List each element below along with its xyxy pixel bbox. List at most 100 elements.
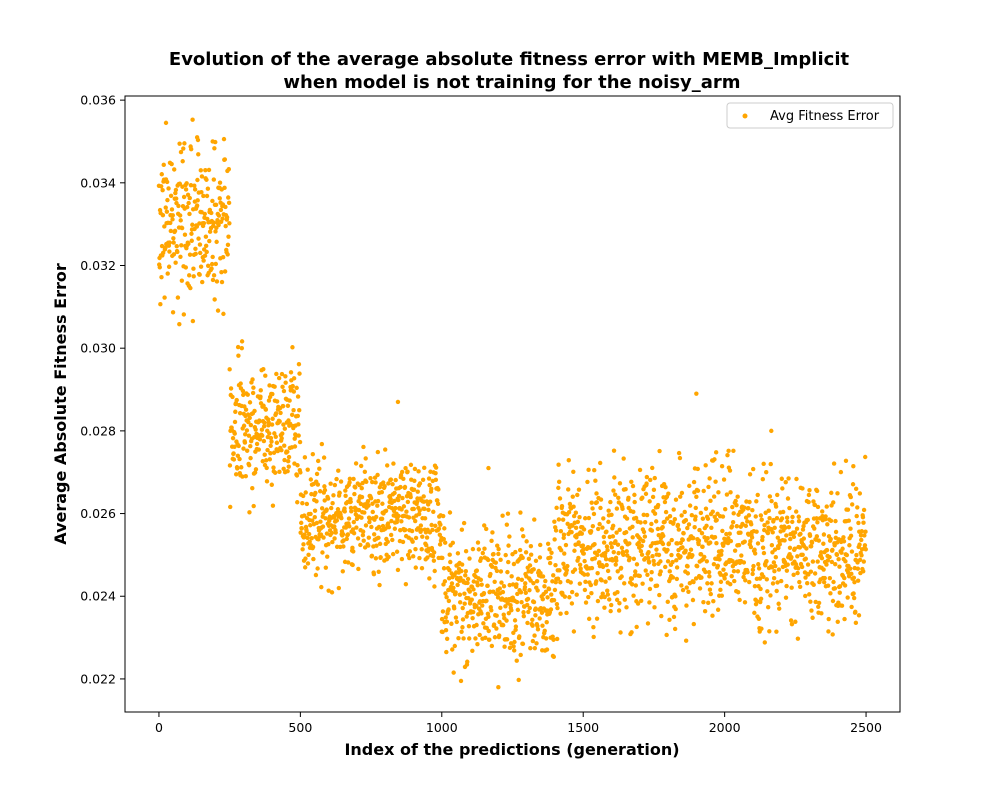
- data-point: [514, 582, 519, 587]
- data-point: [430, 527, 435, 533]
- data-point: [438, 522, 443, 527]
- data-point: [721, 477, 727, 482]
- data-point: [577, 514, 582, 520]
- data-point: [492, 579, 497, 584]
- data-point: [820, 514, 825, 519]
- data-point: [749, 522, 754, 527]
- data-point: [635, 601, 641, 606]
- data-point: [757, 576, 763, 581]
- data-point: [644, 474, 650, 480]
- data-point: [691, 579, 696, 585]
- data-point: [157, 265, 162, 270]
- data-point: [294, 473, 300, 478]
- data-point: [639, 598, 644, 603]
- data-point: [296, 361, 302, 367]
- data-point: [403, 466, 408, 471]
- data-point: [765, 530, 771, 536]
- data-point: [588, 582, 594, 588]
- data-point: [281, 466, 286, 472]
- data-point: [273, 434, 278, 439]
- data-point: [190, 318, 196, 324]
- data-point: [230, 435, 236, 441]
- data-point: [633, 583, 639, 588]
- data-point: [484, 526, 489, 532]
- data-point: [413, 546, 418, 552]
- data-point: [396, 493, 402, 499]
- data-point: [179, 243, 184, 248]
- data-point: [474, 603, 479, 609]
- data-point: [226, 195, 231, 200]
- data-point: [791, 534, 797, 540]
- data-point: [852, 579, 857, 585]
- data-point: [614, 506, 620, 511]
- data-point: [779, 578, 784, 584]
- plot-frame: [124, 95, 901, 713]
- data-point: [265, 447, 270, 453]
- data-point: [404, 509, 409, 514]
- data-point: [737, 597, 742, 603]
- data-point: [230, 394, 235, 400]
- data-point: [167, 240, 172, 245]
- data-point: [566, 510, 572, 515]
- data-point: [519, 600, 524, 605]
- data-point: [806, 492, 812, 498]
- data-point: [814, 488, 820, 494]
- data-point: [187, 252, 193, 257]
- data-point: [348, 505, 354, 511]
- data-point: [568, 580, 573, 585]
- data-point: [285, 403, 291, 409]
- data-point: [403, 527, 408, 533]
- data-point: [522, 584, 528, 590]
- data-point: [759, 626, 764, 631]
- data-point: [669, 537, 674, 543]
- data-point: [173, 260, 178, 265]
- data-point: [518, 510, 523, 515]
- data-point: [382, 484, 387, 489]
- data-point: [565, 563, 570, 569]
- data-point: [831, 461, 837, 466]
- data-point: [756, 616, 762, 622]
- data-point: [545, 595, 550, 600]
- data-point: [616, 550, 621, 556]
- data-point: [535, 588, 540, 593]
- data-point: [272, 384, 277, 389]
- data-point: [547, 547, 552, 552]
- data-point: [424, 535, 430, 540]
- data-point: [363, 456, 368, 461]
- data-point: [713, 450, 719, 455]
- data-point: [554, 601, 560, 607]
- data-point: [715, 607, 721, 612]
- data-point: [513, 624, 519, 629]
- data-point: [511, 561, 517, 567]
- data-point: [808, 599, 813, 604]
- data-point: [605, 592, 611, 597]
- data-point: [183, 265, 189, 270]
- data-point: [474, 568, 480, 573]
- data-point: [459, 568, 464, 574]
- data-point: [202, 211, 207, 217]
- data-point: [504, 522, 510, 527]
- data-point: [618, 565, 624, 571]
- data-point: [500, 513, 505, 518]
- data-point: [648, 477, 653, 483]
- data-point: [665, 559, 671, 564]
- data-point: [270, 503, 276, 508]
- data-point: [849, 571, 854, 577]
- data-point: [690, 553, 695, 558]
- data-point: [604, 529, 609, 534]
- data-point: [799, 564, 805, 570]
- data-point: [497, 586, 502, 591]
- data-point: [627, 555, 632, 561]
- data-point: [742, 539, 747, 544]
- data-point: [391, 461, 396, 466]
- data-point: [350, 527, 356, 532]
- data-point: [362, 469, 368, 474]
- data-point: [741, 505, 747, 510]
- data-point: [185, 192, 191, 197]
- data-point: [619, 574, 624, 579]
- data-point: [479, 611, 484, 616]
- data-point: [332, 482, 338, 488]
- data-point: [393, 505, 398, 511]
- data-point: [718, 587, 723, 593]
- data-point: [783, 595, 789, 600]
